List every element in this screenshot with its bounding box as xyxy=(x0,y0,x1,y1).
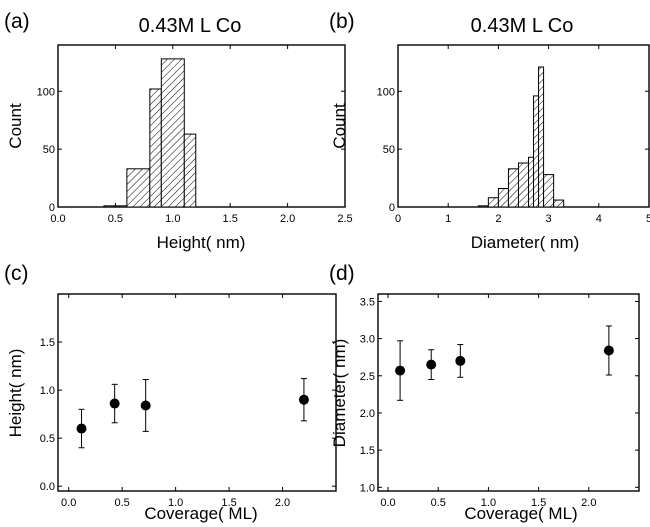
data-point xyxy=(604,345,614,355)
x-tick-label: 2.0 xyxy=(280,213,295,225)
y-tick-label: 100 xyxy=(377,86,395,98)
histogram-bar xyxy=(539,67,544,207)
plot-area: 0.0 0.5 1.0 1.5 2.00.00.51.01.5 xyxy=(40,294,336,509)
y-axis-label: Count xyxy=(330,103,349,149)
x-tick-label: 0.0 xyxy=(61,497,76,509)
panel-label: (a) xyxy=(4,10,30,33)
x-tick-label: 1 xyxy=(445,213,451,225)
panel-label: (c) xyxy=(4,262,29,285)
y-axis-label: Count xyxy=(6,103,25,149)
data-point xyxy=(299,395,309,405)
data-point xyxy=(110,399,120,409)
histogram-bar xyxy=(544,175,554,207)
histogram-bar xyxy=(161,59,184,207)
x-tick-label: 2.0 xyxy=(275,497,290,509)
data-point xyxy=(455,356,465,366)
panel-d: (d) 0.0 0.5 1.0 1.5 2.01.01.52.02.53.03.5 Co… xyxy=(329,262,639,523)
histogram-bar xyxy=(104,206,115,207)
x-tick-label: 0.5 xyxy=(115,497,130,509)
y-tick-label: 1.5 xyxy=(360,445,375,457)
plot-frame xyxy=(58,45,345,207)
data-point xyxy=(77,424,87,434)
y-tick-label: 0.5 xyxy=(40,433,55,445)
y-tick-label: 100 xyxy=(37,86,55,98)
histogram-bar xyxy=(518,163,528,207)
histogram-bar xyxy=(529,157,534,207)
data-point xyxy=(395,366,405,376)
y-tick-label: 0.0 xyxy=(40,481,55,493)
x-tick-label: 0.5 xyxy=(108,213,123,225)
x-tick-label: 1.0 xyxy=(165,213,180,225)
panel-a: (a) 0.43M L Co 0.0 0.5 1.0 1.5 2.0 2.5050100 … xyxy=(4,10,353,252)
x-tick-label: 2.0 xyxy=(581,497,596,509)
x-tick-label: 2.5 xyxy=(337,213,352,225)
histogram-bar xyxy=(554,200,564,207)
panel-label: (b) xyxy=(329,10,355,33)
y-tick-label: 1.0 xyxy=(360,482,375,494)
panel-c: (c) 0.0 0.5 1.0 1.5 2.00.00.51.01.5 Coverage… xyxy=(4,262,336,523)
plot-area: 0.0 0.5 1.0 1.5 2.0 2.5 0 50 100 xyxy=(37,45,353,225)
y-tick-label: 2.5 xyxy=(360,371,375,383)
x-tick-label: 1.5 xyxy=(223,213,238,225)
histogram-bar xyxy=(478,206,488,207)
x-tick-label: 3 xyxy=(546,213,552,225)
y-tick-label: 50 xyxy=(383,144,395,156)
x-tick-label: 0 xyxy=(395,213,401,225)
histogram-bar xyxy=(498,188,508,207)
y-tick-label: 3.5 xyxy=(360,296,375,308)
histogram-bar xyxy=(150,89,161,207)
histogram-bar xyxy=(508,169,518,207)
x-tick-label: 5 xyxy=(646,213,650,225)
x-axis-label: Height( nm) xyxy=(157,233,246,252)
x-tick-label: 0.0 xyxy=(50,213,65,225)
data-point xyxy=(141,400,151,410)
chart-title: 0.43M L Co xyxy=(471,15,574,37)
y-tick-label: 0 xyxy=(389,202,395,214)
x-tick-label: 4 xyxy=(596,213,602,225)
histogram-bar xyxy=(534,96,539,207)
x-tick-label: 0.0 xyxy=(380,497,395,509)
histogram-bar xyxy=(184,134,195,207)
x-tick-label: 0.5 xyxy=(431,497,446,509)
x-tick-label: 2 xyxy=(495,213,501,225)
y-tick-label: 2.0 xyxy=(360,408,375,420)
y-tick-label: 0 xyxy=(49,202,55,214)
y-tick-label: 3.0 xyxy=(360,334,375,346)
x-axis-label: Coverage( ML) xyxy=(464,504,577,523)
chart-title: 0.43M L Co xyxy=(139,15,242,37)
plot-frame xyxy=(378,294,639,491)
y-tick-label: 1.5 xyxy=(40,337,55,349)
x-axis-label: Coverage( ML) xyxy=(144,504,257,523)
y-axis-label: Height( nm) xyxy=(6,349,25,438)
data-point xyxy=(426,360,436,370)
y-tick-label: 50 xyxy=(43,144,55,156)
histogram-bar xyxy=(115,206,126,207)
panel-label: (d) xyxy=(329,262,355,285)
x-axis-label: Diameter( nm) xyxy=(471,233,580,252)
histogram-bar xyxy=(488,198,498,207)
plot-area: 0.0 0.5 1.0 1.5 2.01.01.52.02.53.03.5 xyxy=(360,294,639,509)
plot-frame xyxy=(58,294,336,491)
histogram-bar xyxy=(127,169,150,207)
y-axis-label: Diameter( nm) xyxy=(330,339,349,448)
y-tick-label: 1.0 xyxy=(40,385,55,397)
